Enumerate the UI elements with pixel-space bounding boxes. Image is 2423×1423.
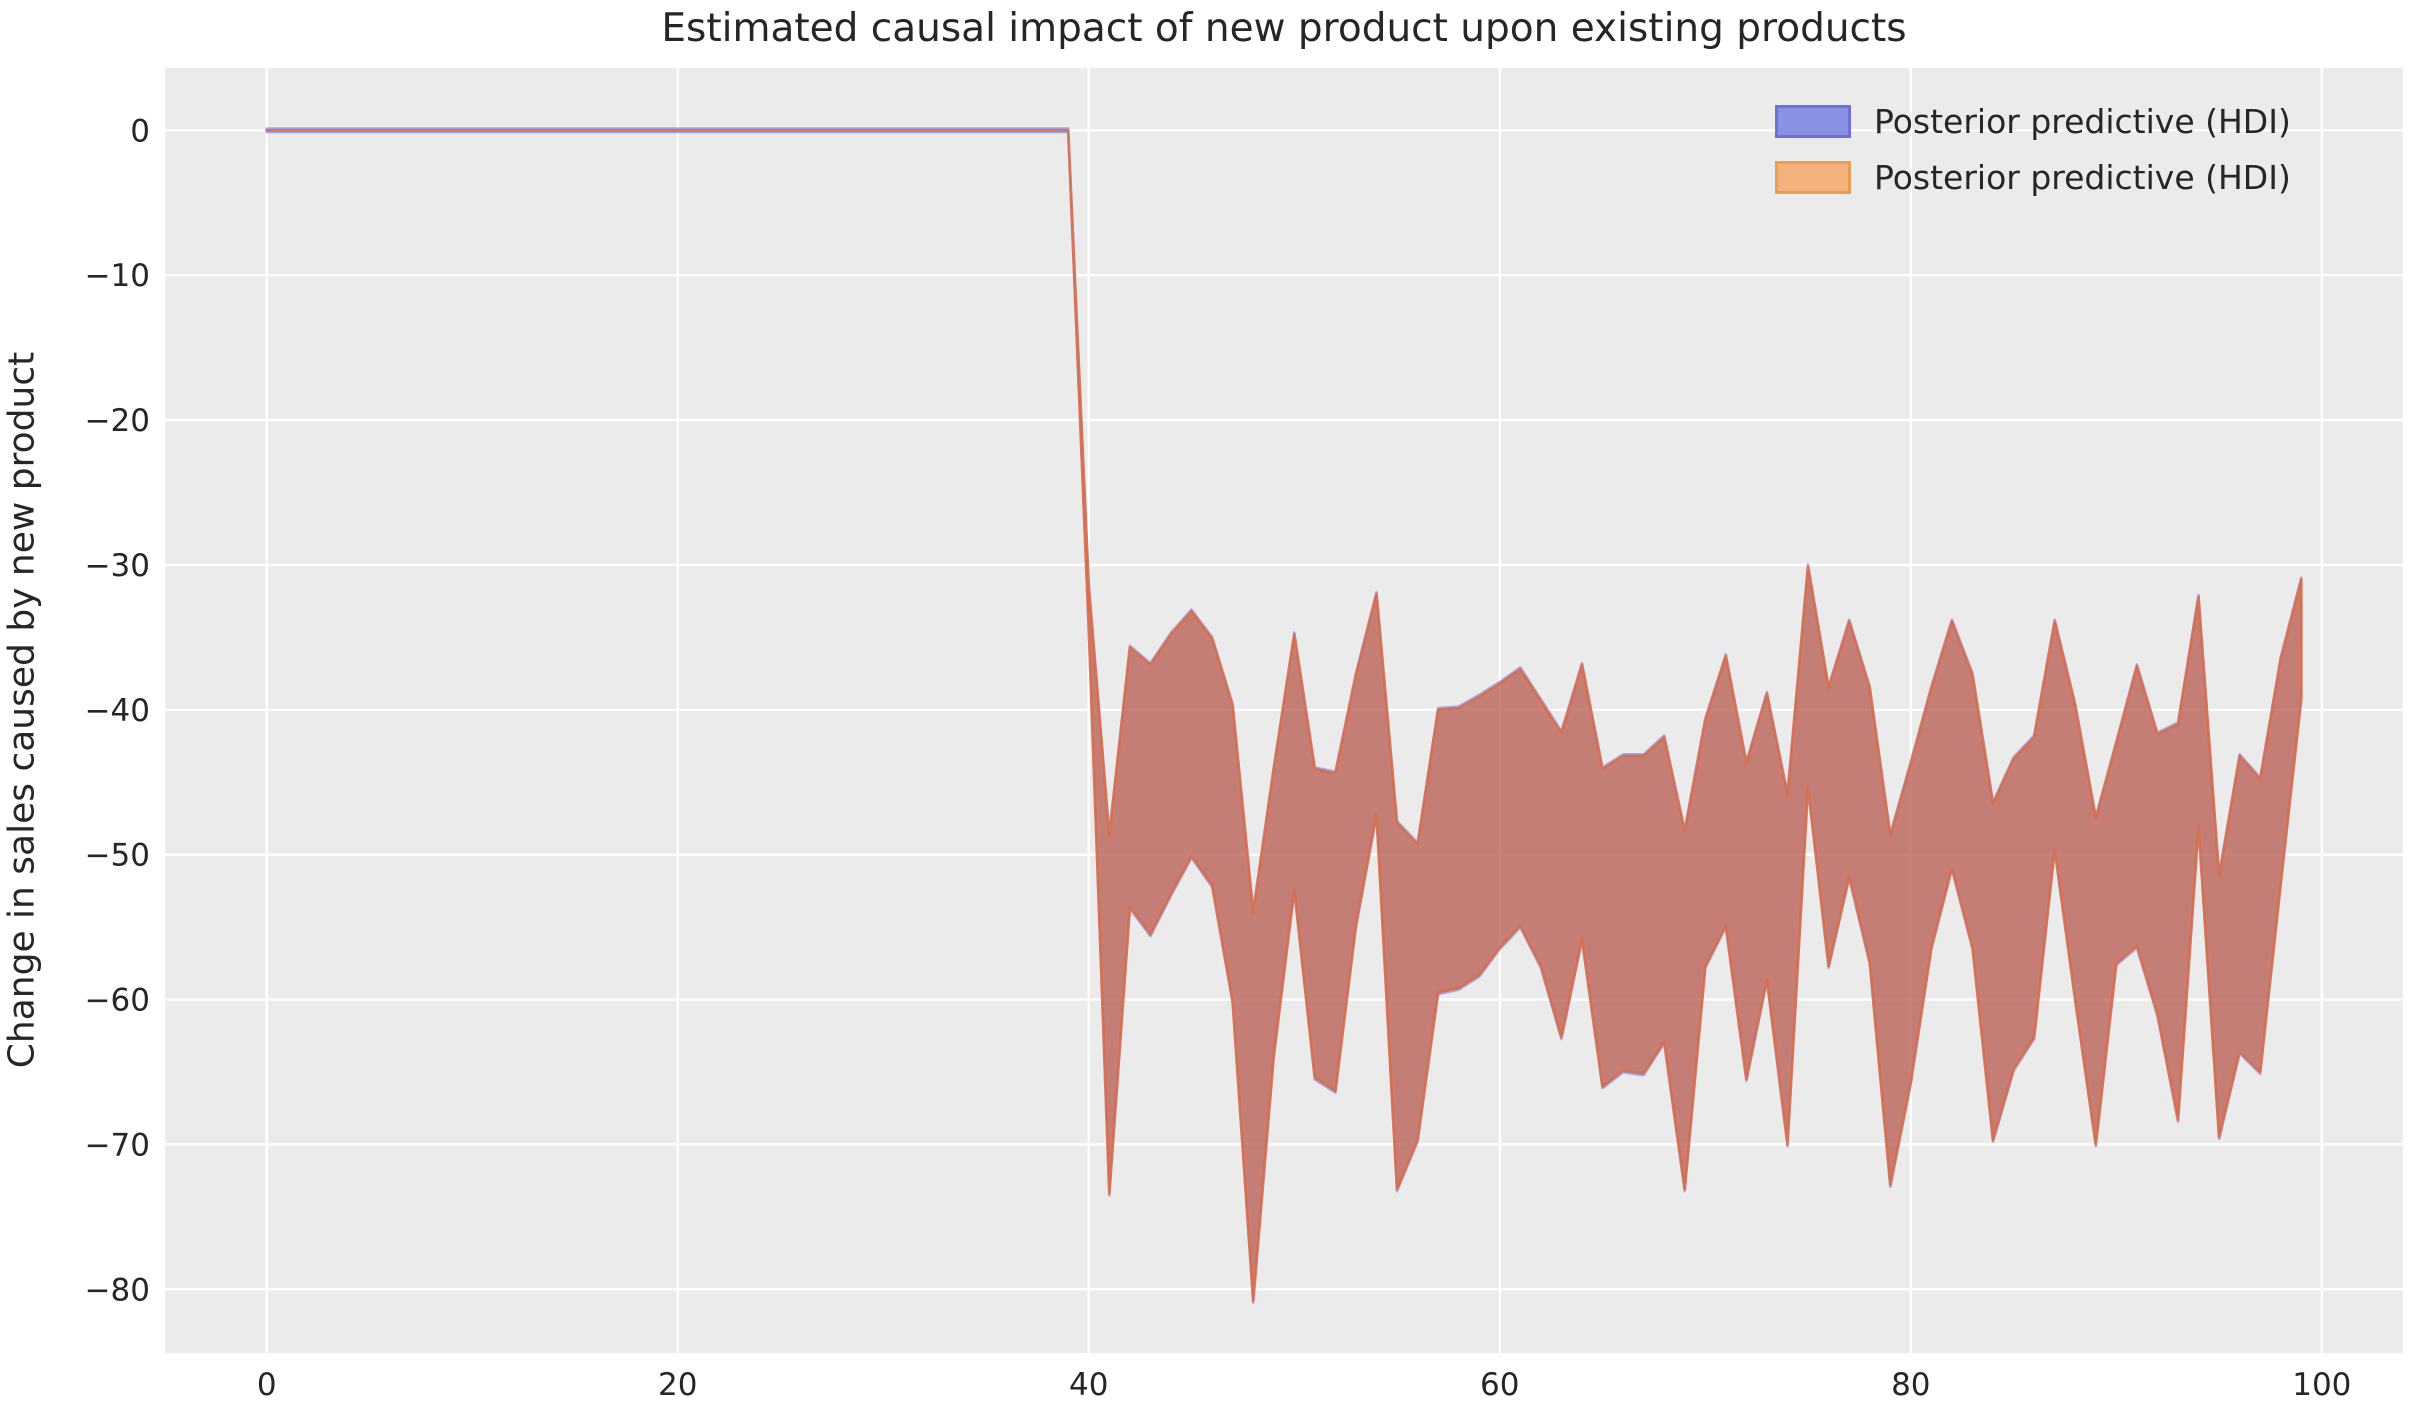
x-tick-label: 80	[1891, 1367, 1930, 1403]
y-tick-label: −20	[85, 403, 150, 439]
legend-label: Posterior predictive (HDI)	[1874, 157, 2291, 197]
y-tick-label: −40	[85, 693, 150, 729]
y-tick-label: 0	[130, 113, 150, 149]
legend-label: Posterior predictive (HDI)	[1874, 101, 2291, 141]
chart-title: Estimated causal impact of new product u…	[661, 6, 1907, 51]
legend-row-orange: Posterior predictive (HDI)	[1775, 157, 2291, 197]
y-tick-label: −70	[85, 1127, 150, 1163]
y-tick-label: −50	[85, 838, 150, 874]
y-tick-label: −80	[85, 1272, 150, 1308]
x-tick-label: 40	[1069, 1367, 1108, 1403]
y-tick-label: −30	[85, 548, 150, 584]
y-tick-label: −10	[85, 258, 150, 294]
posterior-predictive-hdi-band-orange	[265, 129, 2303, 1303]
x-tick-label: 0	[257, 1367, 277, 1403]
orange-hdi-swatch-icon	[1775, 160, 1851, 194]
legend-row-blue: Posterior predictive (HDI)	[1775, 101, 2291, 141]
y-axis-label-text: Change in sales caused by new product	[1, 351, 43, 1069]
blue-hdi-swatch-icon	[1775, 104, 1851, 138]
legend: Posterior predictive (HDI) Posterior pre…	[1775, 101, 2291, 197]
x-tick-label: 20	[658, 1367, 697, 1403]
y-tick-label: −60	[85, 983, 150, 1019]
x-tick-label: 60	[1480, 1367, 1519, 1403]
x-tick-label: 100	[2292, 1367, 2351, 1403]
